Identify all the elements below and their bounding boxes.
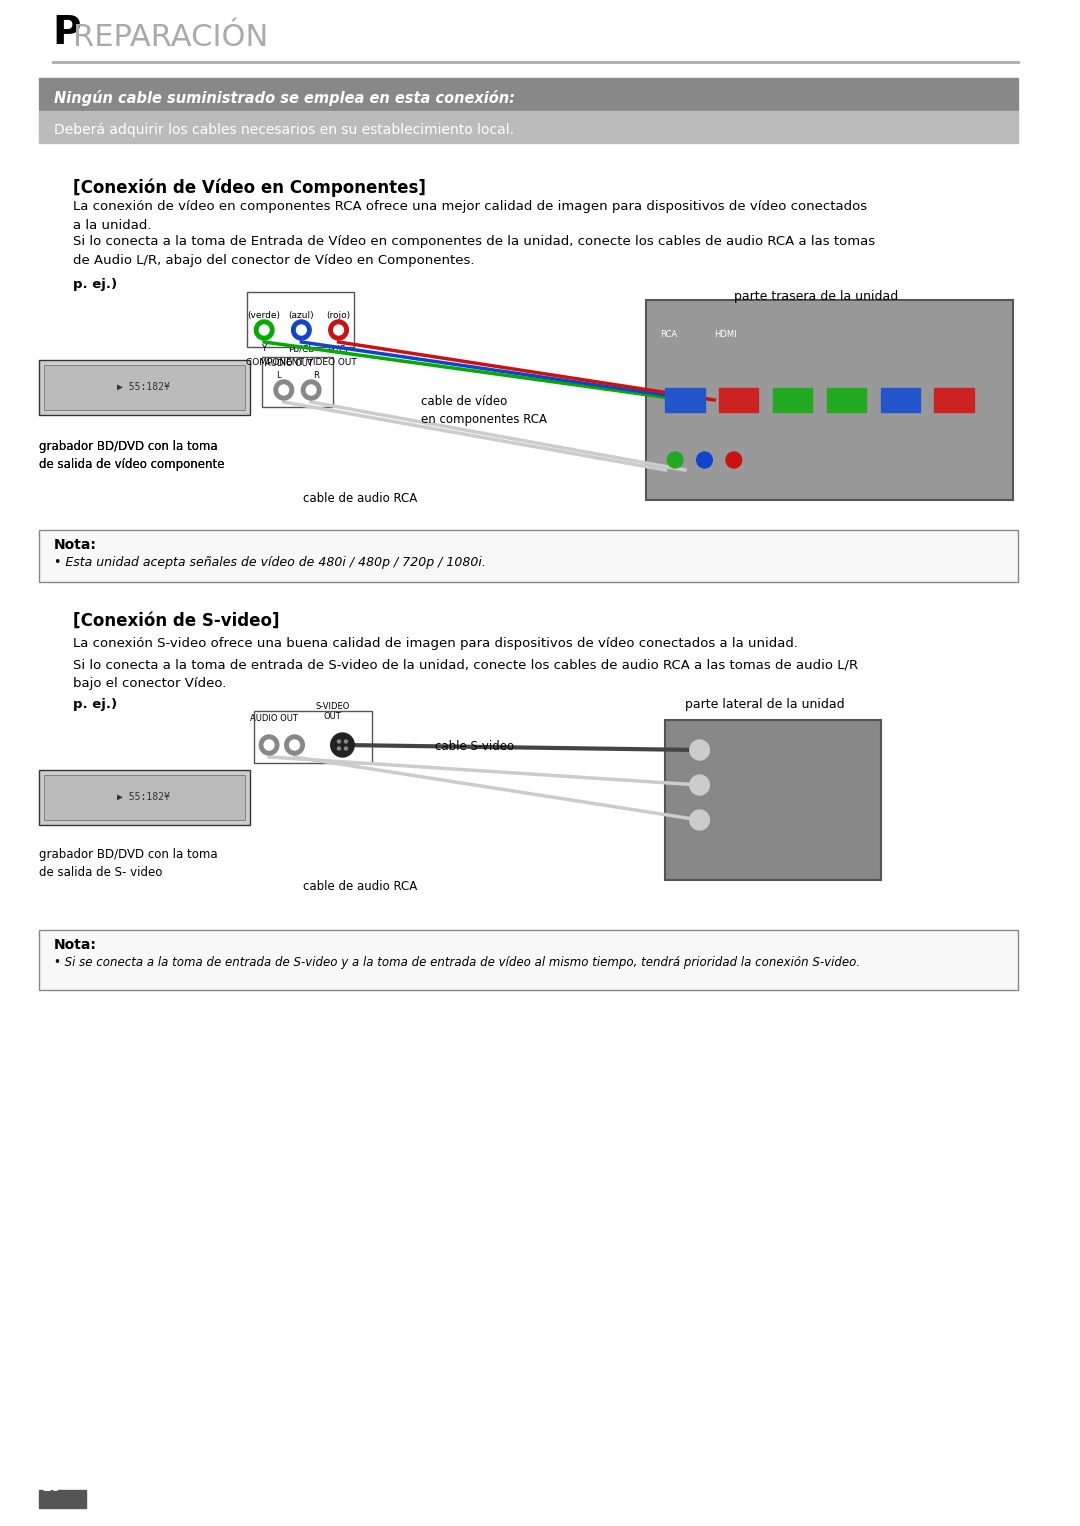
Bar bbox=[646, 301, 1013, 501]
Text: Pb/Cb: Pb/Cb bbox=[288, 343, 314, 353]
Text: Nota:: Nota: bbox=[54, 938, 97, 952]
Text: ES: ES bbox=[49, 1500, 63, 1511]
Text: cable de audio RCA: cable de audio RCA bbox=[303, 491, 418, 505]
Circle shape bbox=[690, 775, 710, 795]
Text: cable S-video: cable S-video bbox=[435, 740, 514, 752]
Circle shape bbox=[667, 452, 683, 468]
Text: p. ej.): p. ej.) bbox=[73, 697, 118, 711]
Circle shape bbox=[690, 740, 710, 760]
Bar bbox=[262, 357, 333, 407]
Circle shape bbox=[334, 325, 343, 336]
Text: AUDIO OUT: AUDIO OUT bbox=[251, 714, 298, 723]
Text: grabador BD/DVD con la toma
de salida de vídeo componente: grabador BD/DVD con la toma de salida de… bbox=[39, 439, 225, 472]
Circle shape bbox=[279, 385, 288, 395]
Text: L: L bbox=[276, 371, 281, 380]
Bar bbox=[44, 365, 244, 410]
Circle shape bbox=[301, 380, 321, 400]
Text: p. ej.): p. ej.) bbox=[73, 278, 118, 291]
Text: ▶ 55:182¥: ▶ 55:182¥ bbox=[118, 792, 171, 803]
Bar bbox=[719, 388, 758, 412]
Text: P: P bbox=[53, 14, 81, 52]
Text: (rojo): (rojo) bbox=[326, 311, 351, 320]
Text: La conexión S-video ofrece una buena calidad de imagen para dispositivos de víde: La conexión S-video ofrece una buena cal… bbox=[73, 636, 798, 650]
Bar bbox=[39, 360, 249, 415]
Circle shape bbox=[338, 748, 340, 751]
Circle shape bbox=[265, 740, 274, 749]
Text: [Conexión de S-video]: [Conexión de S-video] bbox=[73, 612, 280, 630]
Bar bbox=[934, 388, 973, 412]
Text: COMPONENT VIDEO OUT: COMPONENT VIDEO OUT bbox=[246, 359, 356, 366]
Text: parte lateral de la unidad: parte lateral de la unidad bbox=[685, 697, 845, 711]
Text: [Conexión de Vídeo en Componentes]: [Conexión de Vídeo en Componentes] bbox=[73, 179, 427, 197]
Text: Ningún cable suministrado se emplea en esta conexión:: Ningún cable suministrado se emplea en e… bbox=[54, 90, 515, 105]
Text: HDMI: HDMI bbox=[714, 330, 737, 339]
Circle shape bbox=[259, 325, 269, 336]
Text: grabador BD/DVD con la toma
de salida de S- video: grabador BD/DVD con la toma de salida de… bbox=[39, 848, 218, 879]
Circle shape bbox=[345, 748, 348, 751]
Text: Si lo conecta a la toma de Entrada de Vídeo en componentes de la unidad, conecte: Si lo conecta a la toma de Entrada de Ví… bbox=[73, 235, 876, 267]
Text: cable de vídeo
en componentes RCA: cable de vídeo en componentes RCA bbox=[421, 395, 546, 426]
FancyBboxPatch shape bbox=[39, 929, 1017, 990]
Text: ▶ 55:182¥: ▶ 55:182¥ bbox=[118, 382, 171, 392]
Bar bbox=[39, 1489, 86, 1508]
Bar bbox=[665, 388, 704, 412]
Bar bbox=[44, 775, 244, 819]
Text: Deberá adquirir los cables necesarios en su establecimiento local.: Deberá adquirir los cables necesarios en… bbox=[54, 122, 514, 137]
Bar bbox=[880, 388, 920, 412]
Circle shape bbox=[690, 810, 710, 830]
Circle shape bbox=[292, 320, 311, 340]
Circle shape bbox=[345, 740, 348, 743]
Bar bbox=[827, 388, 866, 412]
Bar bbox=[246, 291, 354, 346]
Text: RCA: RCA bbox=[661, 330, 677, 339]
Circle shape bbox=[330, 732, 354, 757]
Text: 10: 10 bbox=[41, 1480, 60, 1494]
Text: Si lo conecta a la toma de entrada de S-video de la unidad, conecte los cables d: Si lo conecta a la toma de entrada de S-… bbox=[73, 658, 859, 690]
Circle shape bbox=[259, 736, 279, 755]
Circle shape bbox=[726, 452, 742, 468]
Text: (verde): (verde) bbox=[247, 311, 281, 320]
Circle shape bbox=[274, 380, 294, 400]
Circle shape bbox=[338, 740, 340, 743]
Bar bbox=[39, 78, 1017, 110]
FancyBboxPatch shape bbox=[39, 530, 1017, 581]
Bar bbox=[39, 111, 1017, 143]
Circle shape bbox=[289, 740, 299, 749]
Bar bbox=[39, 771, 249, 826]
Text: • Esta unidad acepta señales de vídeo de 480i / 480p / 720p / 1080i.: • Esta unidad acepta señales de vídeo de… bbox=[54, 555, 486, 569]
Text: Pr/Cr: Pr/Cr bbox=[327, 343, 350, 353]
Circle shape bbox=[307, 385, 316, 395]
Text: parte trasera de la unidad: parte trasera de la unidad bbox=[733, 290, 899, 304]
Text: (azul): (azul) bbox=[288, 311, 314, 320]
Text: S-VIDEO
OUT: S-VIDEO OUT bbox=[315, 702, 350, 720]
Circle shape bbox=[697, 452, 713, 468]
Text: • Si se conecta a la toma de entrada de S-video y a la toma de entrada de vídeo : • Si se conecta a la toma de entrada de … bbox=[54, 955, 860, 969]
Bar bbox=[773, 388, 812, 412]
Text: AUDIO OUT: AUDIO OUT bbox=[265, 359, 312, 368]
Text: R: R bbox=[313, 371, 319, 380]
Text: Nota:: Nota: bbox=[54, 539, 97, 552]
Text: La conexión de vídeo en componentes RCA ofrece una mejor calidad de imagen para : La conexión de vídeo en componentes RCA … bbox=[73, 200, 867, 232]
Circle shape bbox=[285, 736, 305, 755]
Text: cable de audio RCA: cable de audio RCA bbox=[303, 881, 418, 893]
Text: grabador BD/DVD con la toma
de salida de vídeo componente: grabador BD/DVD con la toma de salida de… bbox=[39, 439, 225, 472]
Bar bbox=[665, 720, 880, 881]
Circle shape bbox=[255, 320, 274, 340]
Text: REPARACIÓN: REPARACIÓN bbox=[73, 23, 269, 52]
Circle shape bbox=[328, 320, 349, 340]
Bar bbox=[255, 711, 372, 763]
Text: Y: Y bbox=[261, 343, 267, 353]
Circle shape bbox=[297, 325, 307, 336]
